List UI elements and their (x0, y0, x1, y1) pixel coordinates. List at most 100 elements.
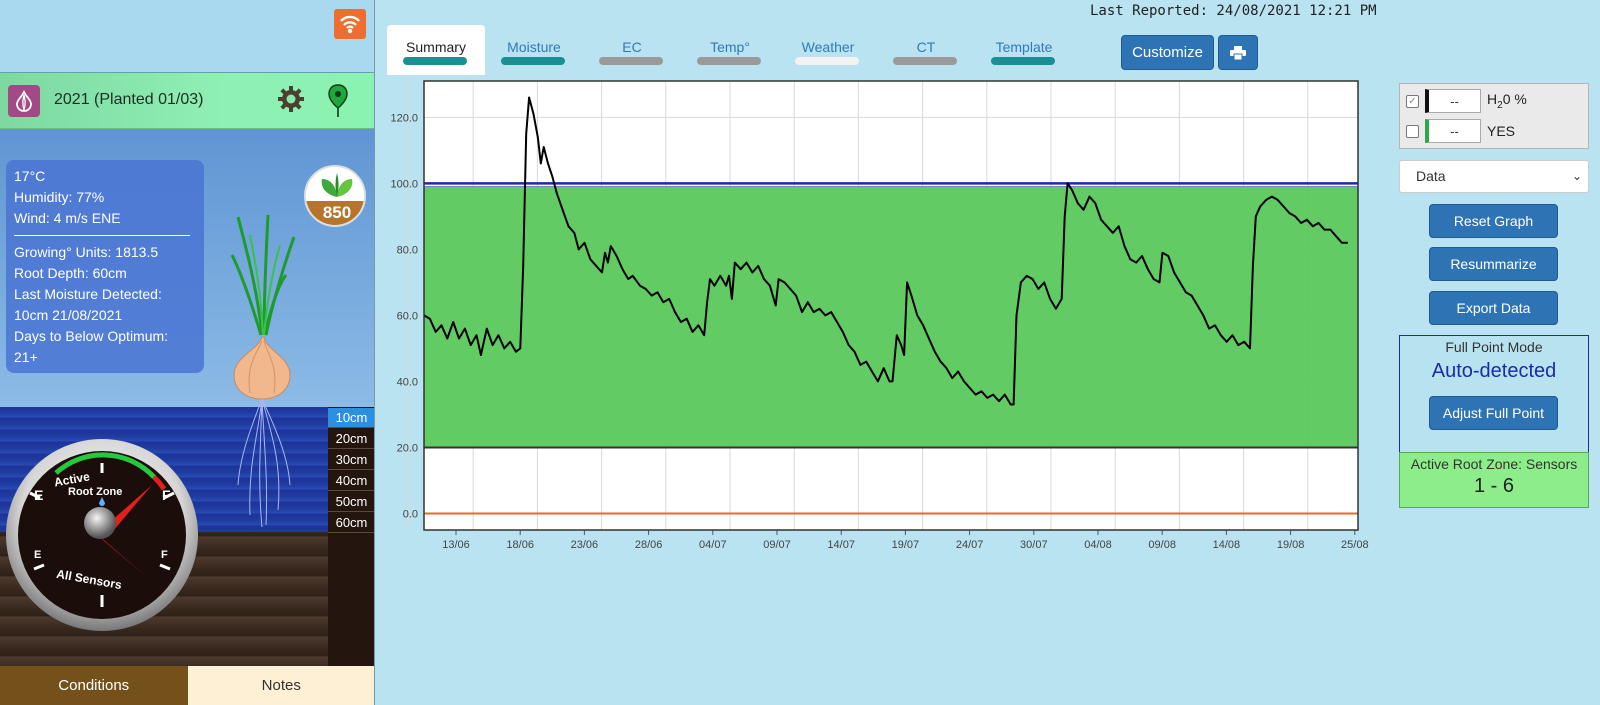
x-tick-label: 25/08 (1341, 539, 1369, 551)
tab-indicator (403, 57, 467, 65)
x-tick-label: 04/08 (1084, 539, 1112, 551)
data-select[interactable]: Data ⌄ (1399, 160, 1589, 193)
y-tick-label: 80.0 (397, 244, 418, 256)
wifi-icon[interactable] (334, 9, 366, 39)
gear-icon[interactable] (276, 84, 306, 114)
temperature: 17°C (14, 168, 46, 184)
tab-indicator (991, 57, 1055, 65)
tab-moisture[interactable]: Moisture (485, 25, 583, 75)
legend-checkbox[interactable]: ✓ (1406, 94, 1419, 108)
last-reported: Last Reported: 24/08/2021 12:21 PM (1090, 3, 1377, 19)
tab-label: CT (916, 39, 936, 55)
tab-notes[interactable]: Notes (187, 666, 374, 705)
legend-row-h2o[interactable]: ✓ -- H20 % (1406, 89, 1527, 113)
wind: Wind: 4 m/s ENE (14, 210, 121, 226)
tab-indicator (697, 57, 761, 65)
moisture-series[interactable] (423, 96, 1348, 406)
depth-label-60[interactable]: 60cm (328, 513, 374, 533)
svg-text:F: F (162, 487, 171, 503)
tab-indicator (599, 57, 663, 65)
moisture-chart[interactable]: 0.0 20.0 40.0 60.0 80.0 100.0 120.0 13/06 18/06… (376, 78, 1392, 570)
legend-label-rest: 0 % (1502, 91, 1527, 108)
depth-label-50[interactable]: 50cm (328, 492, 374, 512)
optimum-band-fill (424, 186, 1358, 448)
x-tick-label: 14/08 (1213, 539, 1241, 551)
tab-label: EC (622, 39, 642, 55)
divider (14, 235, 190, 236)
plot-frame (423, 80, 1359, 531)
tab-label: Template (995, 39, 1053, 55)
depth-label-10[interactable]: 10cm (328, 408, 374, 428)
y-tick-label: 60.0 (397, 310, 418, 322)
y-tick-label: 100.0 (390, 178, 418, 190)
reset-graph-button[interactable]: Reset Graph (1429, 204, 1558, 238)
chart-tabs: Summary Moisture EC Temp° Weather CT Tem… (387, 25, 1073, 75)
leaf-icon (306, 167, 364, 201)
y-tick-label: 0.0 (403, 508, 418, 520)
tab-conditions[interactable]: Conditions (0, 666, 188, 705)
onion-crop-icon[interactable] (8, 85, 40, 117)
days-below-label: Days to Below Optimum: (14, 328, 169, 344)
x-tick-label: 23/06 (571, 539, 599, 551)
legend-checkbox[interactable] (1406, 124, 1419, 138)
tab-label: Summary (406, 39, 466, 55)
x-tick-label: 18/06 (506, 539, 534, 551)
tab-indicator (893, 57, 957, 65)
location-pin-icon[interactable] (327, 84, 349, 118)
tab-ec[interactable]: EC (583, 25, 681, 75)
svg-text:E: E (34, 487, 43, 503)
root-zone-panel: Active Root Zone: Sensors 1 - 6 (1399, 452, 1589, 508)
depth-label-30[interactable]: 30cm (328, 450, 374, 470)
left-panel: 2021 (Planted 01/03) 10cm 20cm 30cm 40cm… (0, 0, 375, 705)
x-tick-labels: 13/06 18/06 23/06 28/06 04/07 09/07 14/07 19/07… (442, 530, 1369, 551)
root-zone-title: Active Root Zone: Sensors (1410, 456, 1578, 472)
x-tick-label: 09/07 (763, 539, 791, 551)
depth-label-40[interactable]: 40cm (328, 471, 374, 491)
svg-text:F: F (161, 549, 168, 561)
last-moisture-label: Last Moisture Detected: (14, 286, 162, 302)
weather-panel: 17°C Humidity: 77% Wind: 4 m/s ENE Growi… (6, 160, 204, 373)
tab-label: Weather (801, 39, 855, 55)
x-tick-label: 28/06 (635, 539, 663, 551)
days-below-value: 21+ (14, 349, 38, 365)
x-tick-label: 19/08 (1277, 539, 1305, 551)
svg-text:Active: Active (53, 469, 91, 489)
print-icon (1230, 45, 1246, 60)
crop-title[interactable]: 2021 (Planted 01/03) (54, 91, 204, 108)
tab-summary[interactable]: Summary (387, 25, 485, 75)
x-tick-label: 09/08 (1148, 539, 1176, 551)
svg-text:E: E (34, 549, 41, 561)
resummarize-button[interactable]: Resummarize (1429, 247, 1558, 281)
series-line-0 (423, 96, 1348, 406)
root-depth: Root Depth: 60cm (14, 265, 127, 281)
x-tick-label: 30/07 (1020, 539, 1048, 551)
tab-temp[interactable]: Temp° (681, 25, 779, 75)
tab-label: Temp° (710, 39, 750, 55)
svg-text:Root Zone: Root Zone (68, 486, 122, 498)
full-point-title: Full Point Mode (1445, 339, 1543, 355)
customize-button[interactable]: Customize (1121, 35, 1214, 70)
bottom-tabs: Conditions Notes (0, 666, 374, 705)
tab-weather[interactable]: Weather (779, 25, 877, 75)
chevron-down-icon: ⌄ (1571, 169, 1582, 183)
badge-value: 850 (306, 201, 364, 225)
print-button[interactable] (1218, 35, 1258, 70)
growth-badge[interactable]: 850 (304, 165, 366, 227)
growing-units: Growing° Units: 1813.5 (14, 244, 159, 260)
legend-value: -- (1425, 119, 1481, 143)
tab-ct[interactable]: CT (877, 25, 975, 75)
export-data-button[interactable]: Export Data (1429, 291, 1558, 325)
crop-bar: 2021 (Planted 01/03) (0, 73, 374, 129)
tab-indicator (501, 57, 565, 65)
reference-lines (424, 182, 1358, 515)
y-tick-labels: 0.0 20.0 40.0 60.0 80.0 100.0 120.0 (390, 112, 418, 520)
root-zone-value: 1 - 6 (1473, 475, 1515, 497)
soil-moisture-gauge: Active Root Zone All Sensors E F E F (6, 439, 198, 631)
left-topbar (0, 0, 374, 73)
legend-row-yes[interactable]: -- YES (1406, 119, 1515, 143)
y-tick-label: 120.0 (390, 112, 418, 124)
tab-template[interactable]: Template (975, 25, 1073, 75)
onion-plant-icon (230, 215, 296, 528)
depth-label-20[interactable]: 20cm (328, 429, 374, 449)
adjust-full-point-button[interactable]: Adjust Full Point (1429, 396, 1558, 430)
